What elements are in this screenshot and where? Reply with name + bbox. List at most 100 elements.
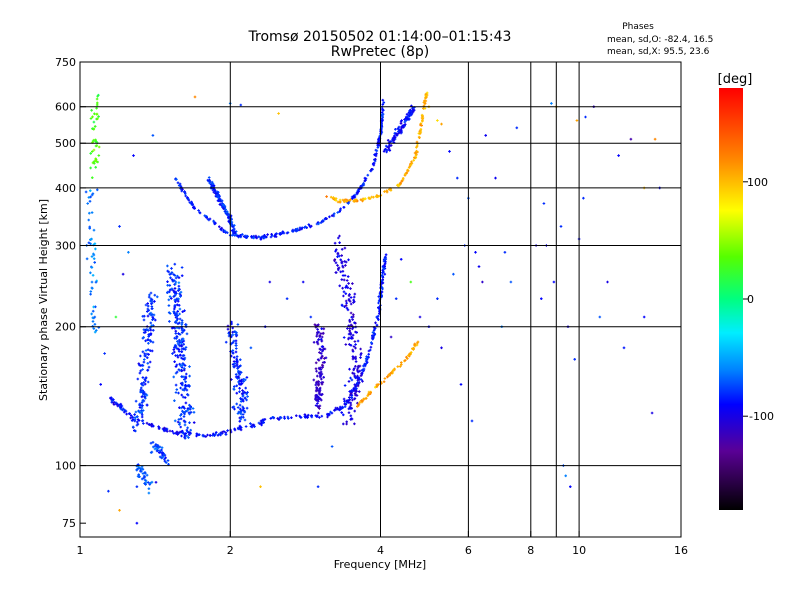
echo-point [237, 375, 240, 378]
echo-point [390, 139, 394, 143]
echo-point [350, 396, 354, 399]
echo-point [361, 380, 364, 383]
echo-point [133, 416, 137, 419]
echo-point [178, 354, 182, 357]
echo-point [366, 173, 370, 177]
echo-point [573, 358, 576, 361]
echo-point [403, 123, 407, 126]
echo-point [180, 347, 184, 351]
echo-point [244, 236, 248, 239]
echo-point [319, 370, 323, 374]
echo-point [94, 144, 98, 148]
echo-point [350, 407, 353, 410]
echo-point [128, 412, 131, 415]
echo-point [233, 407, 236, 411]
echo-point [346, 275, 350, 278]
echo-point [296, 227, 299, 231]
echo-point [330, 445, 334, 448]
echo-point [175, 363, 179, 367]
echo-point [314, 383, 318, 387]
echo-point [89, 117, 93, 120]
echo-point [312, 378, 316, 382]
echo-point [170, 287, 174, 291]
echo-point [176, 342, 180, 346]
echo-point [385, 189, 388, 193]
echo-point [356, 401, 359, 405]
echo-point [233, 362, 237, 365]
echo-point [231, 234, 234, 237]
echo-point [145, 421, 149, 425]
echo-point [239, 412, 243, 416]
echo-point [359, 356, 362, 359]
echo-point [375, 323, 379, 327]
echo-point [361, 199, 364, 203]
echo-point [423, 99, 426, 103]
echo-point [299, 416, 303, 419]
echo-point [332, 196, 335, 199]
echo-point [235, 384, 238, 388]
echo-point [262, 421, 265, 424]
echo-point [185, 434, 189, 438]
echo-point [146, 314, 150, 318]
echo-point [380, 113, 384, 116]
echo-point [239, 397, 242, 400]
echo-point [382, 380, 386, 383]
echo-point [321, 363, 324, 367]
echo-point [389, 335, 393, 339]
echo-point [140, 415, 144, 419]
echo-point [384, 260, 387, 264]
echo-point [180, 350, 183, 353]
echo-point [456, 176, 459, 180]
echo-point [231, 363, 235, 366]
echo-point [320, 335, 324, 339]
echo-point [142, 331, 146, 334]
echo-point [372, 162, 375, 165]
echo-point [202, 434, 206, 438]
echo-point [138, 404, 142, 407]
echo-point [94, 305, 97, 309]
echo-point [411, 110, 415, 114]
echo-point [147, 491, 151, 495]
echo-point [182, 388, 186, 392]
echo-point [315, 369, 318, 373]
echo-point [349, 287, 352, 290]
echo-point [341, 286, 344, 290]
echo-point [313, 323, 317, 326]
echo-point [315, 332, 319, 336]
echo-point [180, 321, 184, 324]
echo-point [359, 374, 363, 377]
echo-point [403, 120, 407, 124]
x-tick-label: 6 [465, 544, 472, 557]
echo-point [91, 274, 95, 277]
echo-point [92, 120, 96, 124]
echo-point [179, 290, 183, 294]
echo-point [312, 341, 316, 344]
echo-point [399, 122, 403, 125]
echo-point [242, 416, 245, 419]
echo-point [344, 260, 348, 264]
echo-point [397, 125, 401, 129]
echo-point [154, 481, 158, 484]
echo-point [343, 405, 347, 408]
echo-point [355, 390, 358, 393]
echo-point [353, 300, 356, 303]
echo-point [357, 365, 361, 368]
echo-point [93, 315, 97, 319]
echo-point [474, 251, 477, 254]
echo-point [406, 357, 409, 360]
echo-point [381, 109, 385, 112]
echo-point [137, 465, 140, 469]
echo-point [180, 331, 184, 334]
echo-point [208, 181, 211, 185]
echo-point [218, 225, 221, 228]
echo-point [242, 380, 245, 383]
echo-point [192, 411, 196, 414]
echo-point [448, 150, 451, 153]
echo-point [269, 417, 273, 420]
echo-point [138, 406, 142, 409]
echo-point [176, 355, 180, 359]
echo-point [396, 183, 399, 187]
echo-point [388, 149, 392, 152]
echo-point [184, 376, 188, 380]
echo-point [375, 315, 378, 319]
